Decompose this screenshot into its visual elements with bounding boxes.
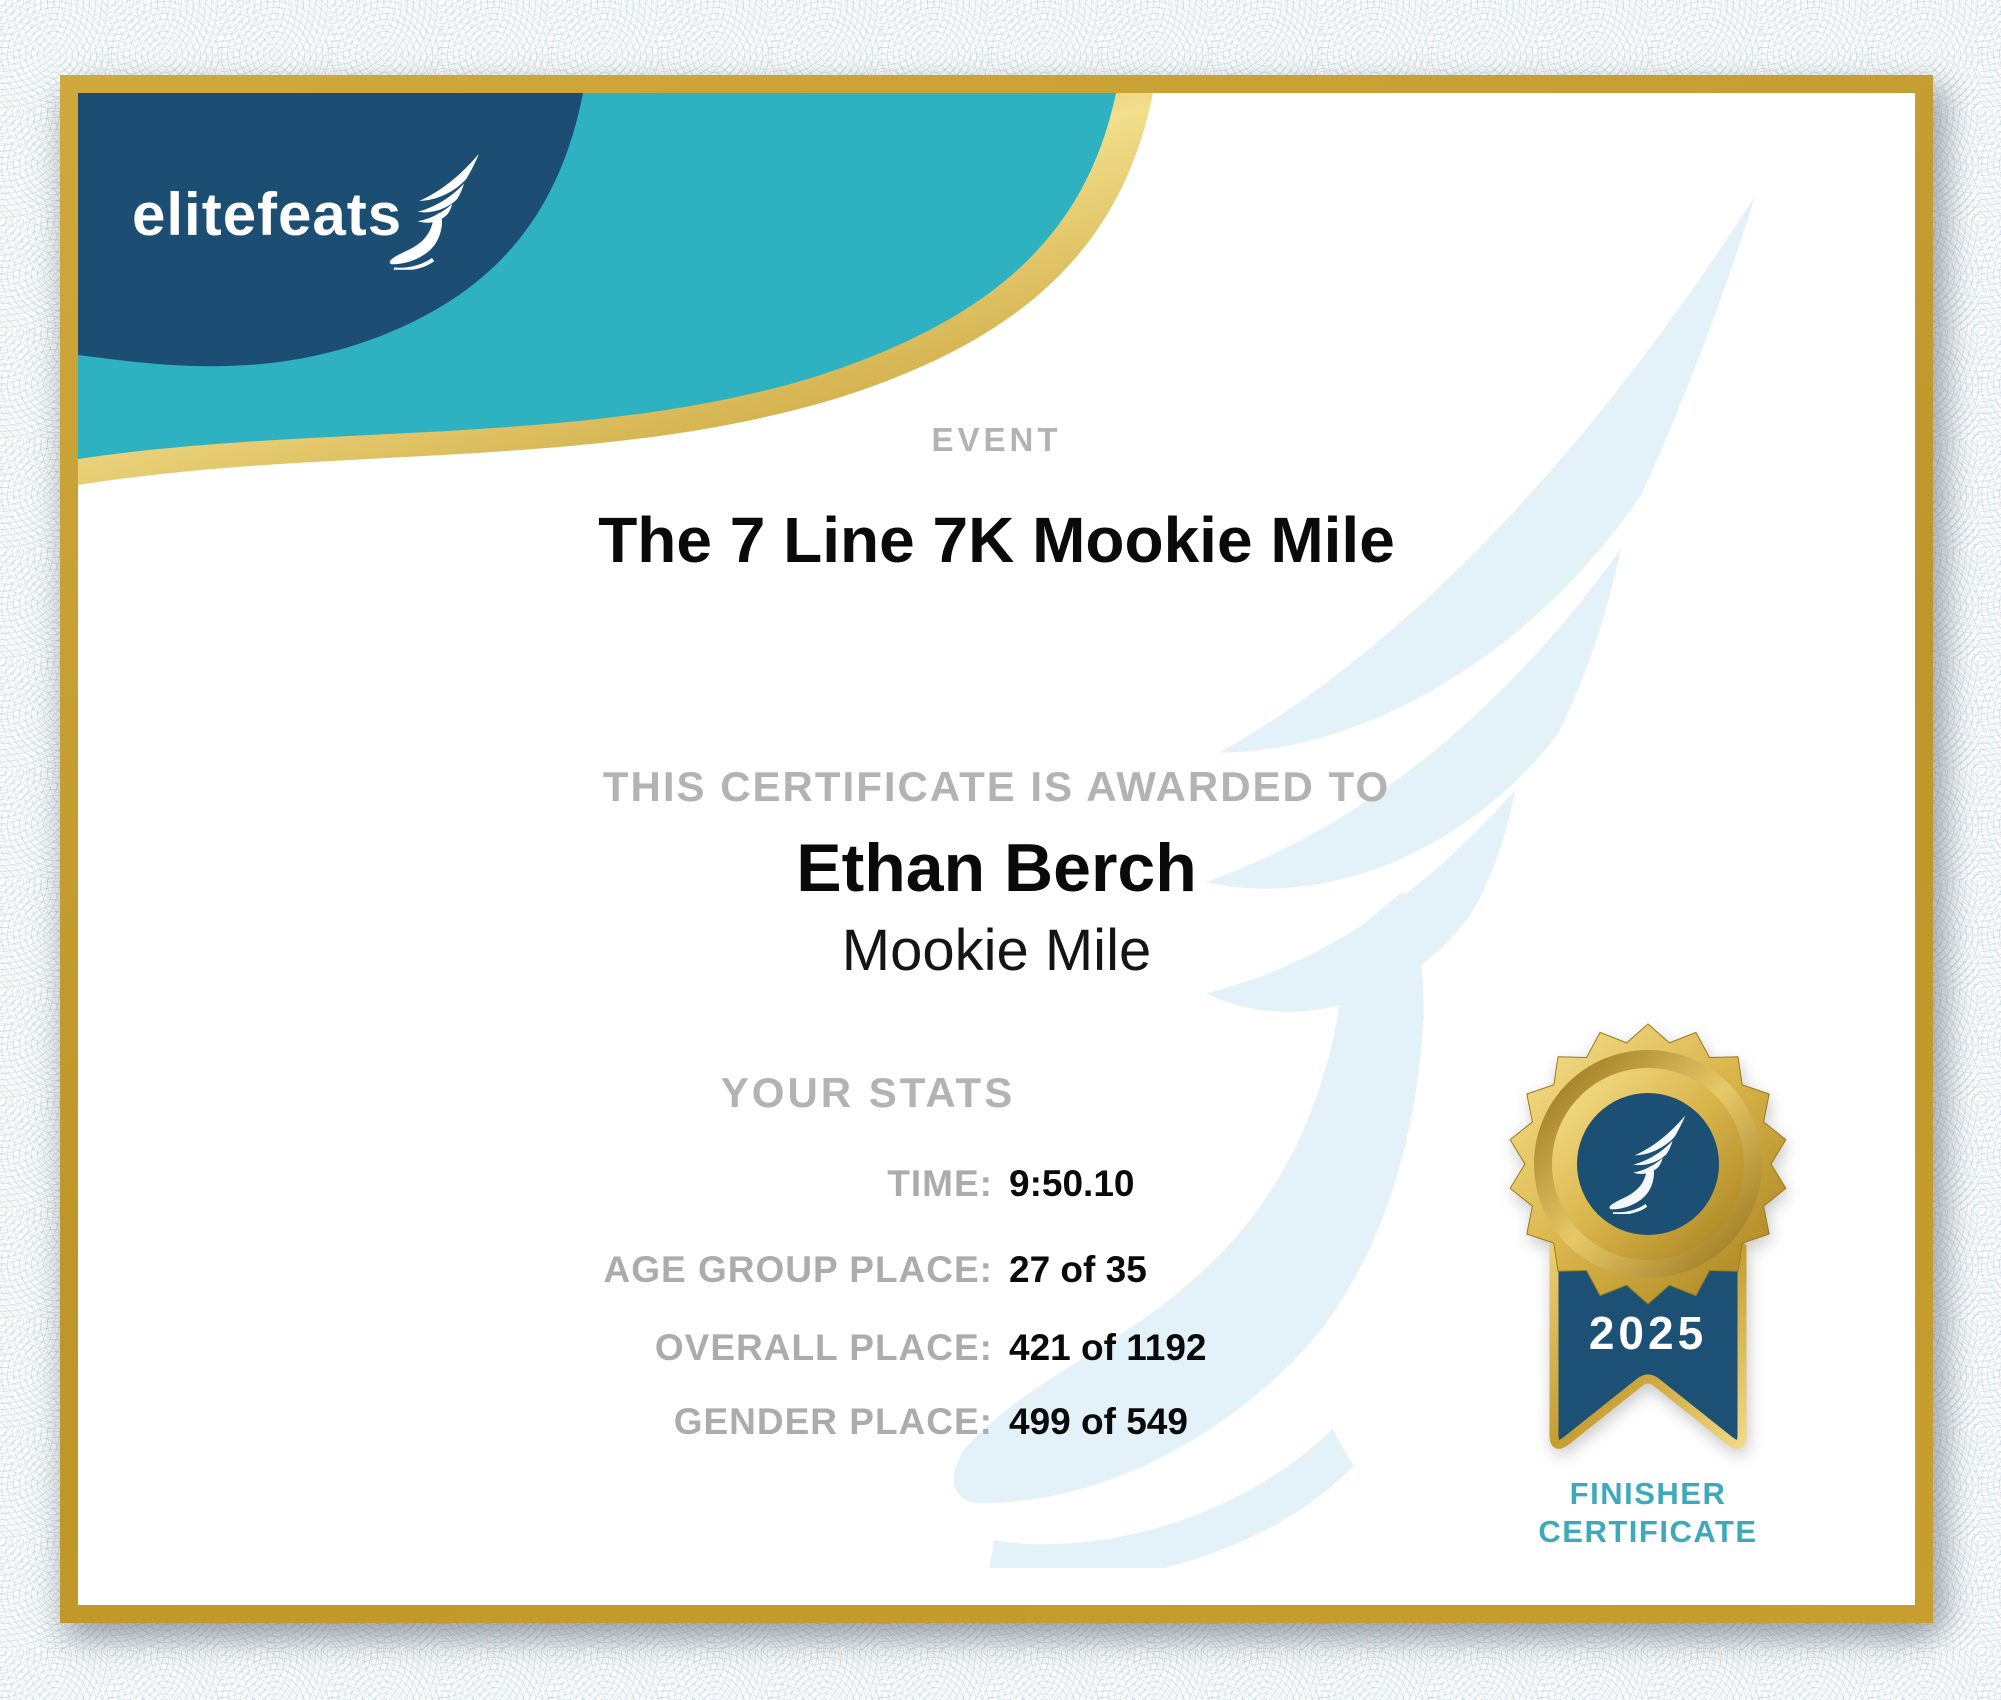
stat-value: 27 of 35 [1009,1249,1147,1290]
stat-label: OVERALL PLACE: [654,1327,993,1368]
finisher-badge: 2025 [1509,1023,1787,1449]
certificate-body: elitefeats EVENT The 7 Line 7K Mookie Mi… [78,93,1915,1605]
stat-label: GENDER PLACE: [673,1401,993,1442]
header-swoosh-graphic [78,93,1153,485]
brand-logo-text: elitefeats [132,181,403,248]
event-label: EVENT [931,421,1062,458]
stat-row: TIME: 9:50.10 [78,1163,1915,1211]
certificate: elitefeats EVENT The 7 Line 7K Mookie Mi… [60,75,1933,1623]
stats-list: TIME: 9:50.10 AGE GROUP PLACE: 27 of 35 … [78,1163,1915,1449]
stats-heading: YOUR STATS [720,1069,1016,1116]
winged-foot-icon [388,149,482,273]
badge-caption: FINISHER CERTIFICATE [1498,1475,1798,1551]
stat-row: GENDER PLACE: 499 of 549 [78,1401,1915,1449]
award-intro: THIS CERTIFICATE IS AWARDED TO [602,763,1391,810]
stat-value: 9:50.10 [1009,1163,1135,1204]
badge-caption-line2: CERTIFICATE [1538,1514,1758,1549]
badge-year: 2025 [1589,1307,1707,1359]
recipient-name: Ethan Berch [796,830,1197,906]
brand-logo: elitefeats [132,151,482,273]
stat-row: AGE GROUP PLACE: 27 of 35 [78,1249,1915,1297]
stat-label: TIME: [887,1163,993,1204]
stat-value: 421 of 1192 [1009,1327,1207,1368]
stat-label: AGE GROUP PLACE: [603,1249,993,1290]
badge-ribbon [1549,1242,1747,1449]
stat-value: 499 of 549 [1009,1401,1188,1442]
badge-caption-line1: FINISHER [1569,1476,1727,1511]
navy-swoosh [78,93,583,367]
stat-row: OVERALL PLACE: 421 of 1192 [78,1327,1915,1375]
race-name: Mookie Mile [841,918,1152,983]
event-title: The 7 Line 7K Mookie Mile [598,504,1395,576]
